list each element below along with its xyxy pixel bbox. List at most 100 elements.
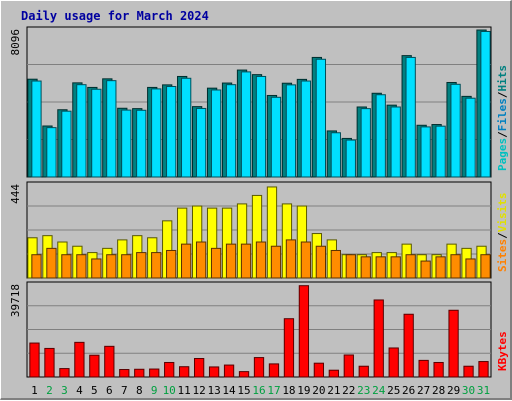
bar-files-day-15 bbox=[240, 71, 252, 178]
bar-files-day-5 bbox=[91, 88, 102, 178]
bar-files-day-6 bbox=[106, 80, 117, 178]
bar-sites-day-1 bbox=[31, 254, 42, 279]
legend-text-undefined-4: Hits bbox=[496, 65, 509, 92]
x-tick-label-day-10: 10 bbox=[163, 384, 176, 397]
x-tick-label-day-29: 29 bbox=[447, 384, 460, 397]
ymax-label-undefined: 39718 bbox=[9, 284, 22, 317]
bar-files-day-18 bbox=[285, 84, 297, 178]
bar-kbytes-day-20 bbox=[313, 362, 325, 378]
bar-sites-day-15 bbox=[240, 243, 252, 279]
bar-kbytes-day-5 bbox=[89, 354, 100, 378]
x-tick-label-day-11: 11 bbox=[178, 384, 191, 397]
bar-sites-day-18 bbox=[285, 239, 297, 279]
bar-kbytes-day-6 bbox=[104, 345, 115, 378]
x-tick-label-day-17: 17 bbox=[267, 384, 280, 397]
bar-files-day-16 bbox=[255, 75, 267, 178]
legend-text-undefined-1: / bbox=[496, 131, 509, 138]
bar-sites-day-30 bbox=[465, 258, 476, 279]
x-tick-label-day-26: 26 bbox=[402, 384, 415, 397]
bar-files-day-24 bbox=[375, 94, 386, 178]
legend-text-undefined-0: KBytes bbox=[496, 331, 509, 371]
legend-text-undefined-0: Pages bbox=[496, 138, 509, 171]
bar-sites-day-28 bbox=[435, 256, 446, 279]
bar-kbytes-day-31 bbox=[478, 361, 489, 378]
x-tick-label-day-16: 16 bbox=[252, 384, 265, 397]
bar-sites-day-13 bbox=[210, 247, 222, 279]
x-tick-label-day-25: 25 bbox=[387, 384, 400, 397]
bar-sites-day-8 bbox=[136, 252, 147, 279]
bar-files-day-23 bbox=[360, 108, 371, 178]
bar-sites-day-12 bbox=[195, 241, 207, 279]
bar-sites-day-26 bbox=[405, 254, 416, 279]
bar-sites-day-21 bbox=[330, 249, 341, 279]
bar-kbytes-day-15 bbox=[238, 371, 250, 378]
bar-sites-day-22 bbox=[345, 254, 356, 279]
bar-kbytes-day-25 bbox=[388, 347, 399, 378]
bar-sites-day-25 bbox=[390, 256, 401, 279]
x-tick-label-day-23: 23 bbox=[357, 384, 370, 397]
x-tick-label-day-2: 2 bbox=[46, 384, 53, 397]
bar-kbytes-day-11 bbox=[179, 366, 190, 378]
bar-sites-day-3 bbox=[61, 254, 72, 279]
x-tick-label-day-28: 28 bbox=[432, 384, 445, 397]
legend-text-undefined-2: Visits bbox=[496, 193, 509, 233]
bar-files-day-31 bbox=[480, 30, 491, 178]
x-tick-label-day-13: 13 bbox=[207, 384, 220, 397]
bar-kbytes-day-17 bbox=[268, 363, 280, 378]
bar-files-day-28 bbox=[435, 125, 446, 178]
bar-kbytes-day-9 bbox=[149, 368, 160, 378]
bar-files-day-17 bbox=[270, 96, 282, 178]
side-legend-undefined: Sites/Visits bbox=[496, 193, 509, 273]
bar-files-day-29 bbox=[450, 83, 461, 178]
bar-sites-day-16 bbox=[255, 241, 267, 279]
bar-sites-day-11 bbox=[181, 243, 192, 279]
x-tick-label-day-18: 18 bbox=[282, 384, 295, 397]
bar-kbytes-day-7 bbox=[119, 369, 130, 378]
x-tick-label-day-12: 12 bbox=[193, 384, 206, 397]
bar-files-day-4 bbox=[76, 84, 87, 178]
bar-files-day-27 bbox=[420, 126, 431, 178]
bar-kbytes-day-8 bbox=[134, 368, 145, 378]
bar-kbytes-day-27 bbox=[418, 359, 429, 378]
x-tick-label-day-1: 1 bbox=[31, 384, 38, 397]
side-legend-undefined: KBytes bbox=[496, 331, 509, 371]
bar-sites-day-9 bbox=[151, 252, 162, 279]
legend-text-undefined-1: / bbox=[496, 232, 509, 239]
bar-files-day-30 bbox=[465, 97, 476, 178]
x-tick-label-day-22: 22 bbox=[342, 384, 355, 397]
bar-kbytes-day-3 bbox=[59, 368, 70, 378]
bar-sites-day-27 bbox=[420, 260, 431, 279]
bar-sites-day-10 bbox=[166, 249, 177, 279]
x-tick-label-day-27: 27 bbox=[417, 384, 430, 397]
bar-files-day-22 bbox=[345, 139, 356, 178]
legend-text-undefined-3: / bbox=[496, 91, 509, 98]
bar-kbytes-day-30 bbox=[463, 365, 474, 378]
bar-files-day-13 bbox=[210, 89, 222, 178]
bar-sites-day-19 bbox=[300, 241, 312, 279]
bar-kbytes-day-19 bbox=[298, 285, 310, 378]
bar-files-day-25 bbox=[390, 106, 401, 178]
bar-files-day-2 bbox=[46, 127, 57, 178]
bar-sites-day-24 bbox=[375, 256, 386, 279]
x-tick-label-day-24: 24 bbox=[372, 384, 386, 397]
x-tick-label-day-31: 31 bbox=[477, 384, 490, 397]
x-tick-label-day-5: 5 bbox=[91, 384, 98, 397]
bar-files-day-21 bbox=[330, 132, 341, 178]
x-tick-label-day-19: 19 bbox=[297, 384, 310, 397]
bar-files-day-7 bbox=[121, 109, 132, 178]
bar-kbytes-day-12 bbox=[193, 358, 205, 378]
bar-kbytes-day-28 bbox=[433, 361, 444, 378]
bar-sites-day-29 bbox=[450, 254, 461, 279]
bar-sites-day-5 bbox=[91, 258, 102, 279]
bar-sites-day-14 bbox=[225, 243, 237, 279]
bar-sites-day-7 bbox=[121, 254, 132, 279]
x-tick-label-day-21: 21 bbox=[327, 384, 340, 397]
bar-files-day-9 bbox=[151, 88, 162, 178]
bar-files-day-11 bbox=[181, 77, 192, 178]
bar-files-day-10 bbox=[166, 86, 177, 178]
bar-sites-day-31 bbox=[480, 254, 491, 279]
bar-files-day-19 bbox=[300, 80, 312, 178]
x-tick-label-day-3: 3 bbox=[61, 384, 68, 397]
bar-kbytes-day-24 bbox=[373, 299, 384, 378]
